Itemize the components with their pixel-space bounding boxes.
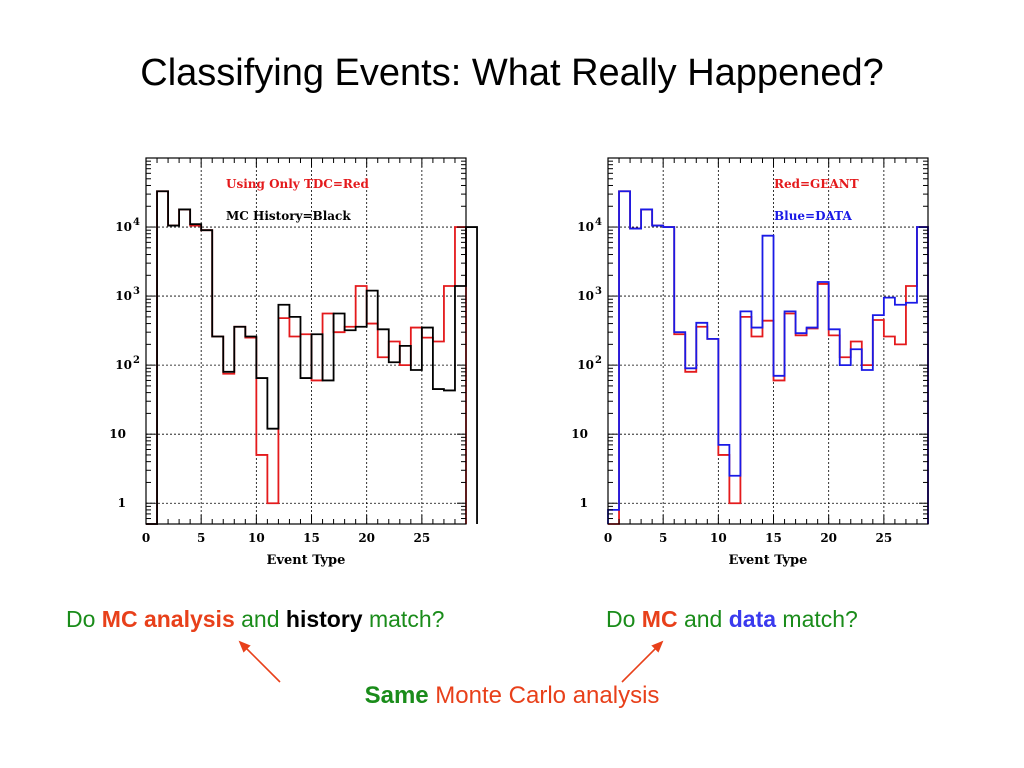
x-tick-label: 25 [414,531,431,545]
histogram-series-0 [146,190,467,525]
y-tick-label: 10 [109,427,126,441]
caption-text: match? [776,606,858,632]
caption-mc-analysis-vs-history: Do MC analysis and history match? [66,606,444,633]
x-tick-label: 15 [765,531,782,545]
caption-text: match? [362,606,445,632]
caption-history: history [285,606,363,632]
y-tick-label: 10 [115,289,132,303]
y-tick-exponent: 2 [595,355,602,366]
plot-frame [607,157,929,525]
y-tick-label: 10 [571,427,588,441]
caption-same: Same [364,682,429,709]
y-tick-exponent: 4 [133,217,140,228]
x-tick-label: 10 [248,531,265,545]
caption-mc-analysis: MC analysis [101,606,235,632]
arrow-to-right-caption [621,640,664,683]
legend-label: Using Only TDC=Red [226,177,370,191]
histogram-series-1 [146,190,478,525]
caption-text: and [677,606,729,632]
x-tick-label: 0 [604,531,612,545]
y-tick-exponent: 4 [595,217,602,228]
caption-monte-carlo-analysis: Monte Carlo analysis [428,682,660,709]
histogram-series-0 [608,190,929,525]
x-tick-label: 15 [303,531,320,545]
legend-label: Blue=DATA [774,209,852,223]
legend-label: MC History=Black [226,209,351,223]
y-tick-label: 10 [577,220,594,234]
x-axis-label: Event Type [267,553,346,568]
caption-data: data [728,606,777,632]
x-tick-label: 25 [876,531,893,545]
y-tick-label: 10 [115,220,132,234]
arrow-to-left-caption [238,640,281,683]
y-tick-exponent: 2 [133,355,140,366]
x-tick-label: 5 [197,531,205,545]
caption-text: and [234,606,286,632]
x-tick-label: 0 [142,531,150,545]
histogram-series-1 [607,190,929,524]
caption-mc-vs-data: Do MC and data match? [606,606,858,633]
y-tick-exponent: 3 [133,286,140,297]
x-tick-label: 20 [820,531,837,545]
y-tick-exponent: 3 [595,286,602,297]
x-tick-label: 5 [659,531,667,545]
y-tick-label: 10 [115,358,132,372]
x-axis-label: Event Type [729,553,808,568]
x-tick-label: 20 [358,531,375,545]
caption-mc: MC [641,606,678,632]
x-tick-label: 10 [710,531,727,545]
y-tick-label: 1 [118,496,126,510]
y-tick-label: 10 [577,358,594,372]
caption-same-analysis: Same Monte Carlo analysis [0,682,1024,710]
y-tick-label: 1 [580,496,588,510]
caption-text: Do [66,606,102,632]
legend-label: Red=GEANT [774,177,859,191]
slide-title: Classifying Events: What Really Happened… [140,52,884,94]
caption-text: Do [606,606,642,632]
plot-frame [145,157,467,525]
y-tick-label: 10 [577,289,594,303]
